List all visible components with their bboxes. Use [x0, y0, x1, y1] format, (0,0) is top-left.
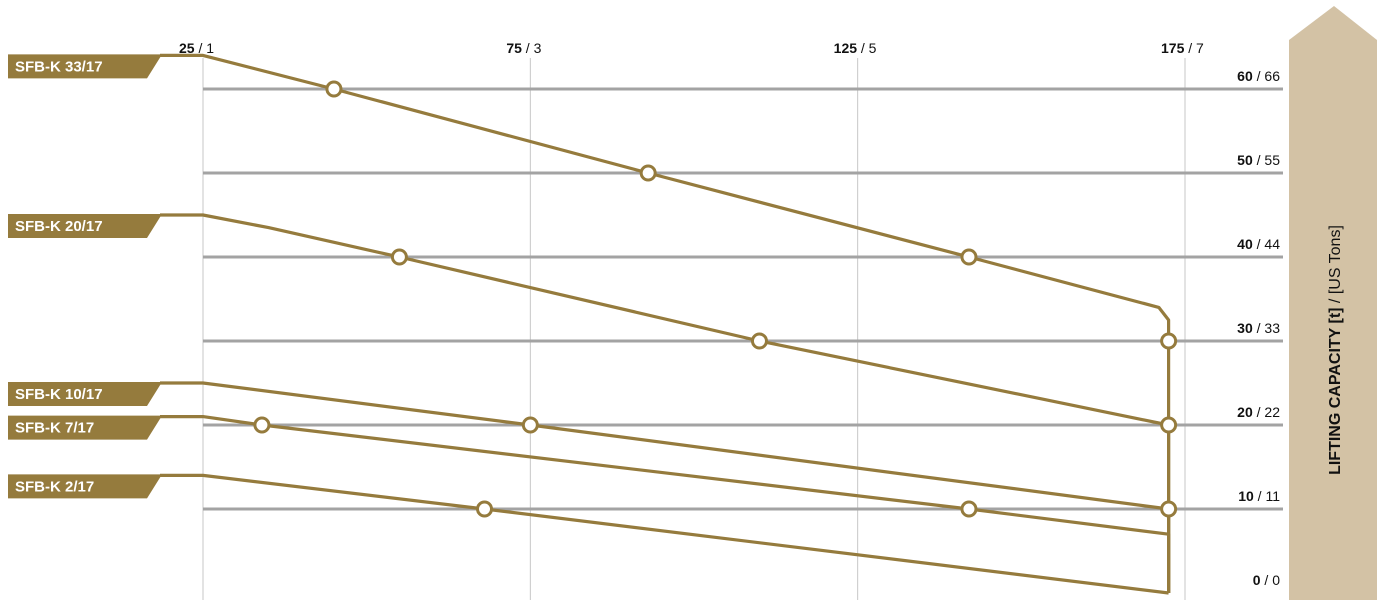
series-lines — [160, 53, 1171, 595]
y-tick-label-30: 30 / 33 — [1237, 320, 1280, 336]
y-tick-label-10: 10 / 11 — [1238, 488, 1280, 504]
series-tag-bg-2 — [8, 382, 162, 406]
series-line-3 — [160, 415, 1171, 593]
series-tag-1: SFB-K 20/17 — [8, 214, 162, 238]
x-tick-label-3: 175 / 7 — [1161, 40, 1204, 56]
grid — [202, 58, 1283, 600]
data-marker-3 — [1160, 332, 1178, 350]
series-line-4 — [160, 473, 1169, 595]
lifting-capacity-arrow: LIFTING CAPACITY [t] / [US Tons] — [1289, 6, 1377, 600]
series-tag-label-3: SFB-K 7/17 — [15, 420, 94, 437]
y-tick-label-40: 40 / 44 — [1237, 236, 1280, 252]
lifting-capacity-axis-title: LIFTING CAPACITY [t] / [US Tons] — [1327, 225, 1344, 475]
series-tag-3: SFB-K 7/17 — [8, 415, 162, 440]
data-marker-11 — [476, 500, 494, 518]
x-tick-label-0: 25 / 1 — [179, 40, 214, 56]
data-marker-0 — [325, 80, 343, 98]
axis-title-unit-us: [US Tons] — [1327, 225, 1344, 294]
series-tags: SFB-K 33/17 SFB-K 20/17 SFB-K 10/17 SFB-K 7… — [8, 54, 162, 499]
series-tag-0: SFB-K 33/17 — [8, 54, 162, 79]
y-tick-label-0: 0 / 0 — [1253, 572, 1280, 588]
series-tag-label-0: SFB-K 33/17 — [15, 58, 103, 75]
data-markers — [253, 80, 1178, 518]
up-arrow-icon — [1289, 6, 1377, 600]
series-tag-label-2: SFB-K 10/17 — [15, 386, 103, 403]
series-line-0 — [160, 53, 1171, 593]
axis-title-separator: / — [1327, 294, 1344, 307]
data-marker-6 — [1160, 416, 1178, 434]
data-marker-4 — [390, 248, 408, 266]
data-marker-5 — [750, 332, 768, 350]
x-tick-label-2: 125 / 5 — [834, 40, 877, 56]
series-tag-bg-3 — [8, 415, 162, 440]
data-marker-8 — [1160, 500, 1178, 518]
axis-title-unit-metric: LIFTING CAPACITY [t] — [1327, 308, 1344, 475]
data-marker-7 — [521, 416, 539, 434]
y-tick-label-60: 60 / 66 — [1237, 68, 1280, 84]
series-tag-label-1: SFB-K 20/17 — [15, 218, 103, 235]
data-marker-10 — [960, 500, 978, 518]
y-tick-label-20: 20 / 22 — [1237, 404, 1280, 420]
series-tag-label-4: SFB-K 2/17 — [15, 478, 94, 495]
series-tag-bg-4 — [8, 474, 162, 499]
series-tag-2: SFB-K 10/17 — [8, 382, 162, 406]
x-tick-label-1: 75 / 3 — [506, 40, 541, 56]
series-tag-bg-0 — [8, 54, 162, 79]
series-line-1 — [160, 213, 1171, 593]
data-marker-9 — [253, 416, 271, 434]
data-marker-1 — [639, 164, 657, 182]
y-tick-label-50: 50 / 55 — [1237, 152, 1280, 168]
series-tag-bg-1 — [8, 214, 162, 238]
data-marker-2 — [960, 248, 978, 266]
series-tag-4: SFB-K 2/17 — [8, 474, 162, 499]
tick-labels: 25 / 1 75 / 3 125 / 5 175 / 7 60 / 66 50 / 55… — [179, 40, 1280, 588]
